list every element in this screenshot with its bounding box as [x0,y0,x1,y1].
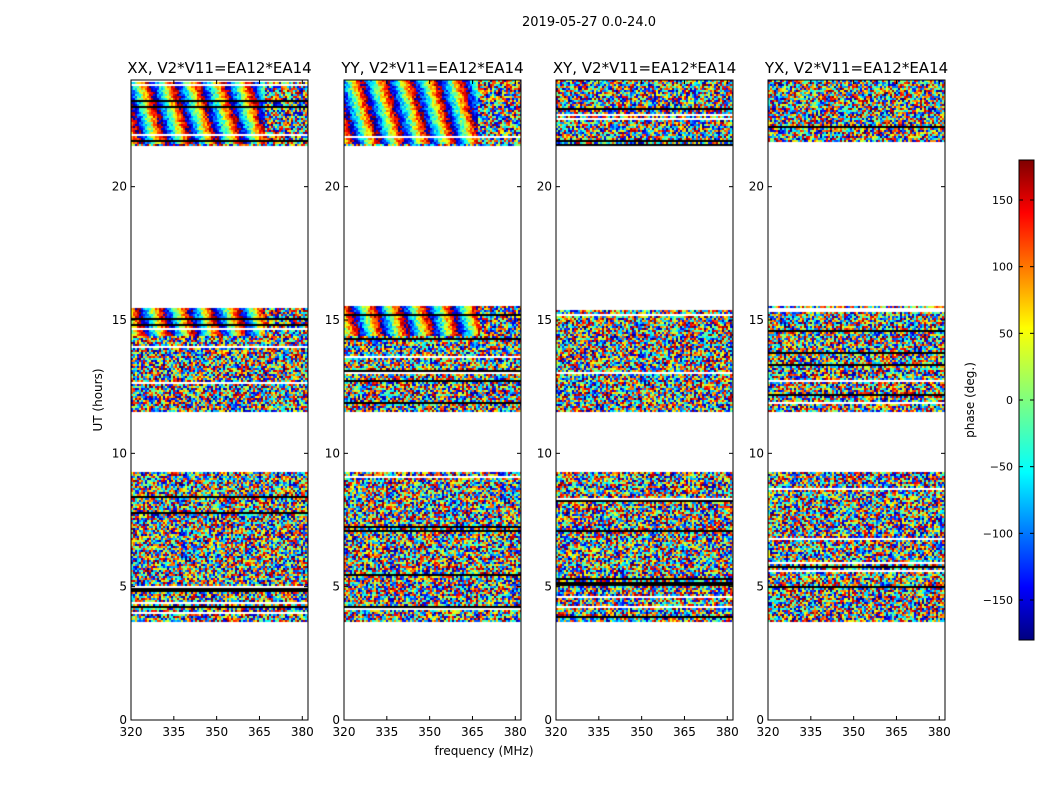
y-tick-label: 0 [544,713,552,727]
x-tick-label: 365 [461,725,484,739]
panel-3: YX, V2*V11=EA12*EA14 320 335 350 365 380 0 5 10 1… [749,59,951,739]
y-tick-label: 0 [119,713,127,727]
x-tick-label: 335 [162,725,185,739]
colorbar-tick-label: 50 [999,327,1013,340]
x-tick-label: 320 [333,725,356,739]
colorbar-tick-label: −150 [983,594,1013,607]
panels: XX, V2*V11=EA12*EA14 320 335 350 365 380 0 5 10 1… [112,59,951,739]
x-tick-label: 365 [673,725,696,739]
y-tick-label: 5 [332,580,340,594]
colorbar: 150 100 50 0 −50 −100 −150 phase (deg.) [963,159,1035,641]
x-tick-label: 320 [757,725,780,739]
x-tick-label: 350 [205,725,228,739]
panel-0: XX, V2*V11=EA12*EA14 320 335 350 365 380 0 5 10 1… [112,59,314,739]
y-tick-label: 20 [325,180,340,194]
y-tick-label: 15 [749,313,764,327]
figure-title: 2019-05-27 0.0-24.0 [522,15,656,30]
x-tick-label: 335 [587,725,610,739]
phase-heatmap [344,80,521,720]
colorbar-tick-label: 100 [992,261,1013,274]
y-tick-label: 0 [332,713,340,727]
panel-frame [343,79,522,721]
panel-frame [555,79,734,721]
y-tick-label: 20 [112,180,127,194]
y-tick-label: 10 [537,446,552,460]
y-tick-label: 10 [749,446,764,460]
y-tick-label: 0 [756,713,764,727]
colorbar-label: phase (deg.) [963,362,977,438]
x-tick-label: 350 [630,725,653,739]
y-tick-label: 10 [325,446,340,460]
phase-heatmap [556,80,733,720]
panel-frame [130,79,309,721]
x-tick-label: 380 [928,725,951,739]
panel-title: XY, V2*V11=EA12*EA14 [553,59,736,77]
y-tick-label: 20 [749,180,764,194]
x-tick-label: 350 [842,725,865,739]
x-tick-label: 350 [418,725,441,739]
y-tick-label: 5 [756,580,764,594]
y-tick-label: 5 [544,580,552,594]
y-axis-label: UT (hours) [91,368,105,431]
y-tick-label: 15 [112,313,127,327]
panel-title: XX, V2*V11=EA12*EA14 [127,59,311,77]
panel-frame [767,79,946,721]
y-tick-label: 20 [537,180,552,194]
x-tick-label: 380 [716,725,739,739]
x-tick-label: 380 [504,725,527,739]
y-tick-label: 15 [325,313,340,327]
colorbar-tick-label: −50 [990,461,1013,474]
x-tick-label: 320 [120,725,143,739]
phase-heatmap [131,80,308,720]
y-tick-label: 15 [537,313,552,327]
colorbar-tick-label: 150 [992,194,1013,207]
colorbar-ticks: 150 100 50 0 −50 −100 −150 [983,194,1034,607]
x-tick-label: 365 [248,725,271,739]
x-tick-label: 380 [291,725,314,739]
x-tick-label: 335 [799,725,822,739]
y-tick-label: 10 [112,446,127,460]
y-tick-label: 5 [119,580,127,594]
panel-title: YX, V2*V11=EA12*EA14 [764,59,948,77]
colorbar-tick-label: −100 [983,527,1013,540]
x-tick-label: 335 [375,725,398,739]
x-tick-label: 320 [545,725,568,739]
panel-title: YY, V2*V11=EA12*EA14 [340,59,523,77]
panel-1: YY, V2*V11=EA12*EA14 320 335 350 365 380 0 5 10 1… [325,59,527,739]
phase-heatmap [768,80,945,720]
x-tick-label: 365 [885,725,908,739]
panel-2: XY, V2*V11=EA12*EA14 320 335 350 365 380 0 5 10 1… [537,59,739,739]
colorbar-tick-label: 0 [1006,394,1013,407]
x-axis-label: frequency (MHz) [434,744,533,758]
